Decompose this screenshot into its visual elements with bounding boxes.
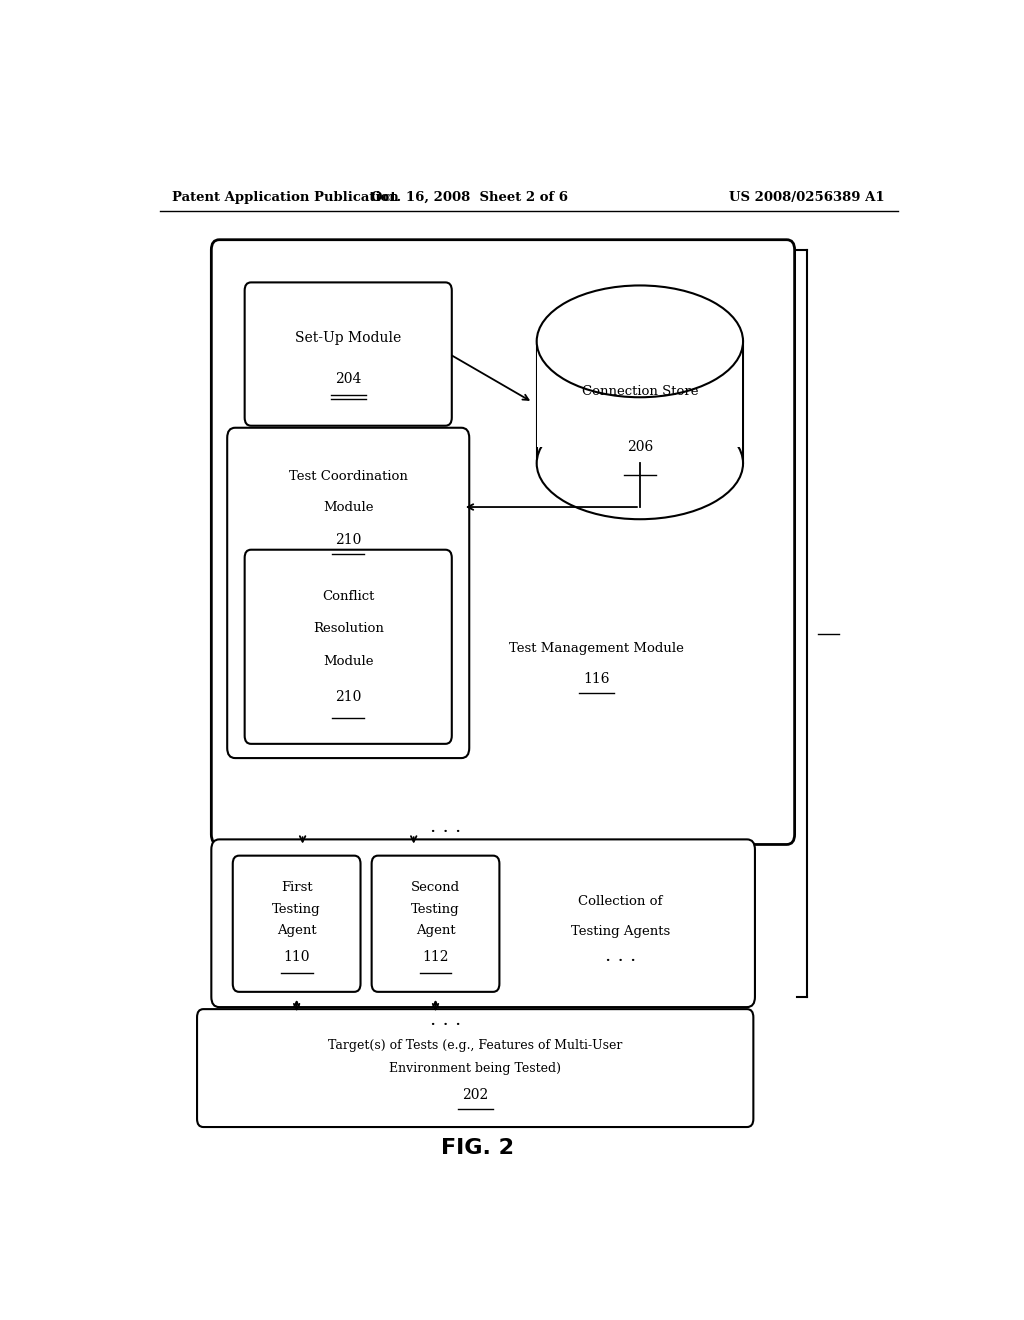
FancyBboxPatch shape <box>245 282 452 426</box>
Text: Agent: Agent <box>416 924 456 937</box>
FancyBboxPatch shape <box>245 549 452 744</box>
Text: Test Management Module: Test Management Module <box>509 642 684 655</box>
Text: Agent: Agent <box>276 924 316 937</box>
Text: Testing: Testing <box>412 903 460 916</box>
FancyBboxPatch shape <box>211 840 755 1007</box>
Text: 110: 110 <box>284 950 310 965</box>
Text: . . .: . . . <box>430 818 461 836</box>
Text: Resolution: Resolution <box>312 623 384 635</box>
Text: . . .: . . . <box>605 946 636 965</box>
FancyBboxPatch shape <box>227 428 469 758</box>
Text: Patent Application Publication: Patent Application Publication <box>172 190 398 203</box>
Text: Testing Agents: Testing Agents <box>570 925 670 939</box>
Text: 116: 116 <box>583 672 609 686</box>
Text: . . .: . . . <box>430 1011 461 1030</box>
Text: Conflict: Conflict <box>322 590 375 603</box>
FancyBboxPatch shape <box>232 855 360 991</box>
Text: Environment being Tested): Environment being Tested) <box>389 1061 561 1074</box>
Text: 112: 112 <box>422 950 449 965</box>
Text: Second: Second <box>411 882 460 894</box>
Ellipse shape <box>537 285 743 397</box>
Text: First: First <box>281 882 312 894</box>
Bar <box>537 342 743 463</box>
Text: 206: 206 <box>627 440 653 454</box>
Text: Testing: Testing <box>272 903 321 916</box>
Text: Oct. 16, 2008  Sheet 2 of 6: Oct. 16, 2008 Sheet 2 of 6 <box>371 190 567 203</box>
FancyBboxPatch shape <box>372 855 500 991</box>
Text: 204: 204 <box>335 372 361 387</box>
Text: FIG. 2: FIG. 2 <box>440 1138 514 1159</box>
Text: Module: Module <box>323 500 374 513</box>
Text: Collection of: Collection of <box>579 895 663 908</box>
FancyBboxPatch shape <box>197 1008 754 1127</box>
Text: 210: 210 <box>335 689 361 704</box>
FancyBboxPatch shape <box>211 240 795 845</box>
Bar <box>538 285 742 446</box>
Text: Connection Store: Connection Store <box>582 384 698 397</box>
Text: US 2008/0256389 A1: US 2008/0256389 A1 <box>729 190 885 203</box>
Text: Module: Module <box>323 655 374 668</box>
Text: Set-Up Module: Set-Up Module <box>295 330 401 345</box>
Ellipse shape <box>537 408 743 519</box>
Text: 210: 210 <box>335 532 361 546</box>
Text: Target(s) of Tests (e.g., Features of Multi-User: Target(s) of Tests (e.g., Features of Mu… <box>328 1039 623 1052</box>
Text: 202: 202 <box>462 1088 488 1101</box>
Text: Test Coordination: Test Coordination <box>289 470 408 483</box>
